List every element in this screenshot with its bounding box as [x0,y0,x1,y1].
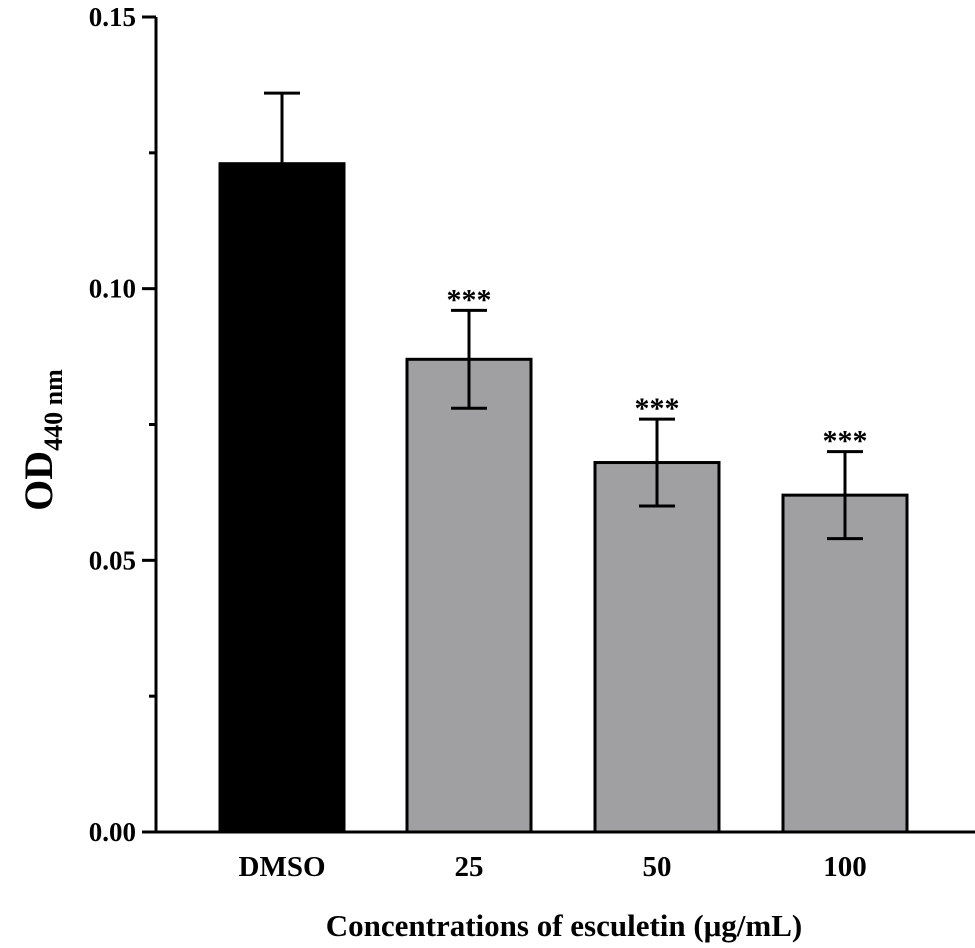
y-tick-label: 0.15 [89,2,136,32]
significance-label: *** [823,425,868,458]
significance-label: *** [447,283,492,316]
bar-100 [781,493,909,834]
bar-50 [593,461,721,834]
error-bars [264,91,863,541]
y-axis-title: OD440 nm [16,369,68,511]
y-tick-label: 0.00 [89,817,136,847]
category-label: 25 [455,851,484,883]
bar-25 [405,357,533,834]
bar-DMSO [218,162,346,834]
category-label: 50 [643,851,672,883]
category-label: DMSO [239,851,326,883]
x-axis-categories: DMSO 25 50 100 [239,851,867,883]
bars [218,162,909,834]
y-tick-label: 0.10 [89,274,136,304]
significance-markers: *** *** *** [447,283,868,457]
y-axis-title-subscript: 440 nm [39,369,68,451]
significance-label: *** [635,392,680,425]
x-axis-title: Concentrations of esculetin (μg/mL) [326,908,803,943]
category-label: 100 [823,851,867,883]
y-tick-label: 0.05 [89,545,136,575]
y-axis-ticks: 0.00 0.05 0.10 0.15 [89,2,156,847]
y-axis-title-main: OD [16,451,61,511]
